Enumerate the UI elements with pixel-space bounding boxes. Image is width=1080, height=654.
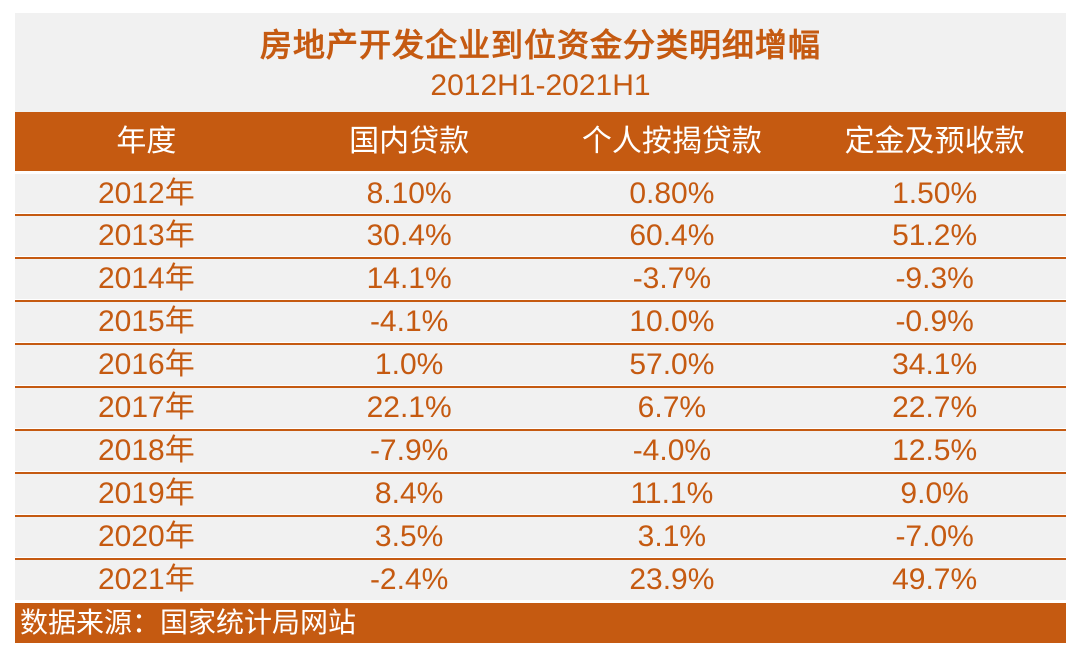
personal-mortgage-loans-cell: -4.0% [632, 434, 712, 467]
year-cell: 2021年 [98, 563, 195, 596]
personal-mortgage-loans-cell: 23.9% [629, 563, 715, 596]
table-row: 2018年 -7.9% -4.0% 12.5% [15, 429, 1066, 471]
domestic-loans-cell: -2.4% [369, 563, 449, 596]
deposits-advance-payments-cell: -9.3% [895, 262, 974, 295]
table-row: 2014年 14.1% -3.7% -9.3% [15, 257, 1066, 299]
domestic-loans-cell: -7.9% [369, 434, 449, 467]
title-block: 房地产开发企业到位资金分类明细增幅 2012H1-2021H1 [15, 13, 1066, 112]
year-cell: 2019年 [98, 477, 195, 510]
column-header-deposits-advance-payments: 定金及预收款 [844, 124, 1025, 158]
year-cell: 2020年 [98, 520, 195, 553]
domestic-loans-cell: -4.1% [369, 305, 449, 338]
table-row: 2012年 8.10% 0.80% 1.50% [15, 174, 1066, 213]
personal-mortgage-loans-cell: 0.80% [629, 176, 715, 210]
table-row: 2017年 22.1% 6.7% 22.7% [15, 386, 1066, 428]
personal-mortgage-loans-cell: 10.0% [629, 305, 715, 338]
table-row: 2016年 1.0% 57.0% 34.1% [15, 343, 1066, 385]
domestic-loans-cell: 22.1% [366, 391, 452, 424]
table-sheet: 房地产开发企业到位资金分类明细增幅 2012H1-2021H1 年度 国内贷款 … [15, 13, 1066, 643]
deposits-advance-payments-cell: 51.2% [892, 219, 978, 252]
year-cell: 2015年 [98, 305, 195, 338]
domestic-loans-cell: 8.4% [374, 477, 444, 510]
year-cell: 2013年 [98, 219, 195, 252]
deposits-advance-payments-cell: -0.9% [895, 305, 974, 338]
table-body: 2012年 8.10% 0.80% 1.50% 2013年 30.4% 60.4… [15, 174, 1066, 600]
year-cell: 2018年 [98, 434, 195, 467]
column-header-personal-mortgage-loans: 个人按揭贷款 [581, 124, 762, 158]
year-cell: 2014年 [98, 262, 195, 295]
table-row: 2015年 -4.1% 10.0% -0.9% [15, 300, 1066, 342]
personal-mortgage-loans-cell: -3.7% [632, 262, 712, 295]
table-row: 2013年 30.4% 60.4% 51.2% [15, 214, 1066, 256]
table-header-row: 年度 国内贷款 个人按揭贷款 定金及预收款 [15, 112, 1066, 171]
table-title: 房地产开发企业到位资金分类明细增幅 [259, 27, 821, 64]
table-row: 2019年 8.4% 11.1% 9.0% [15, 472, 1066, 514]
year-cell: 2016年 [98, 348, 195, 381]
domestic-loans-cell: 14.1% [366, 262, 452, 295]
personal-mortgage-loans-cell: 6.7% [637, 391, 707, 424]
deposits-advance-payments-cell: 22.7% [892, 391, 978, 424]
personal-mortgage-loans-cell: 3.1% [637, 520, 707, 553]
column-header-domestic-loans: 国内贷款 [349, 124, 470, 158]
table-row: 2021年 -2.4% 23.9% 49.7% [15, 558, 1066, 600]
domestic-loans-cell: 1.0% [374, 348, 444, 381]
column-header-year: 年度 [116, 124, 177, 158]
domestic-loans-cell: 30.4% [366, 219, 452, 252]
year-cell: 2012年 [98, 176, 195, 210]
table-subtitle: 2012H1-2021H1 [430, 68, 651, 102]
deposits-advance-payments-cell: 1.50% [892, 176, 978, 210]
deposits-advance-payments-cell: 9.0% [900, 477, 969, 510]
personal-mortgage-loans-cell: 57.0% [629, 348, 715, 381]
deposits-advance-payments-cell: 49.7% [892, 563, 978, 596]
deposits-advance-payments-cell: -7.0% [895, 520, 974, 553]
source-note-bar: 数据来源：国家统计局网站 [15, 603, 1066, 643]
table-row: 2020年 3.5% 3.1% -7.0% [15, 515, 1066, 557]
year-cell: 2017年 [98, 391, 195, 424]
personal-mortgage-loans-cell: 60.4% [629, 219, 715, 252]
domestic-loans-cell: 8.10% [366, 176, 452, 210]
domestic-loans-cell: 3.5% [374, 520, 444, 553]
personal-mortgage-loans-cell: 11.1% [630, 477, 714, 510]
deposits-advance-payments-cell: 34.1% [892, 348, 978, 381]
deposits-advance-payments-cell: 12.5% [892, 434, 978, 467]
